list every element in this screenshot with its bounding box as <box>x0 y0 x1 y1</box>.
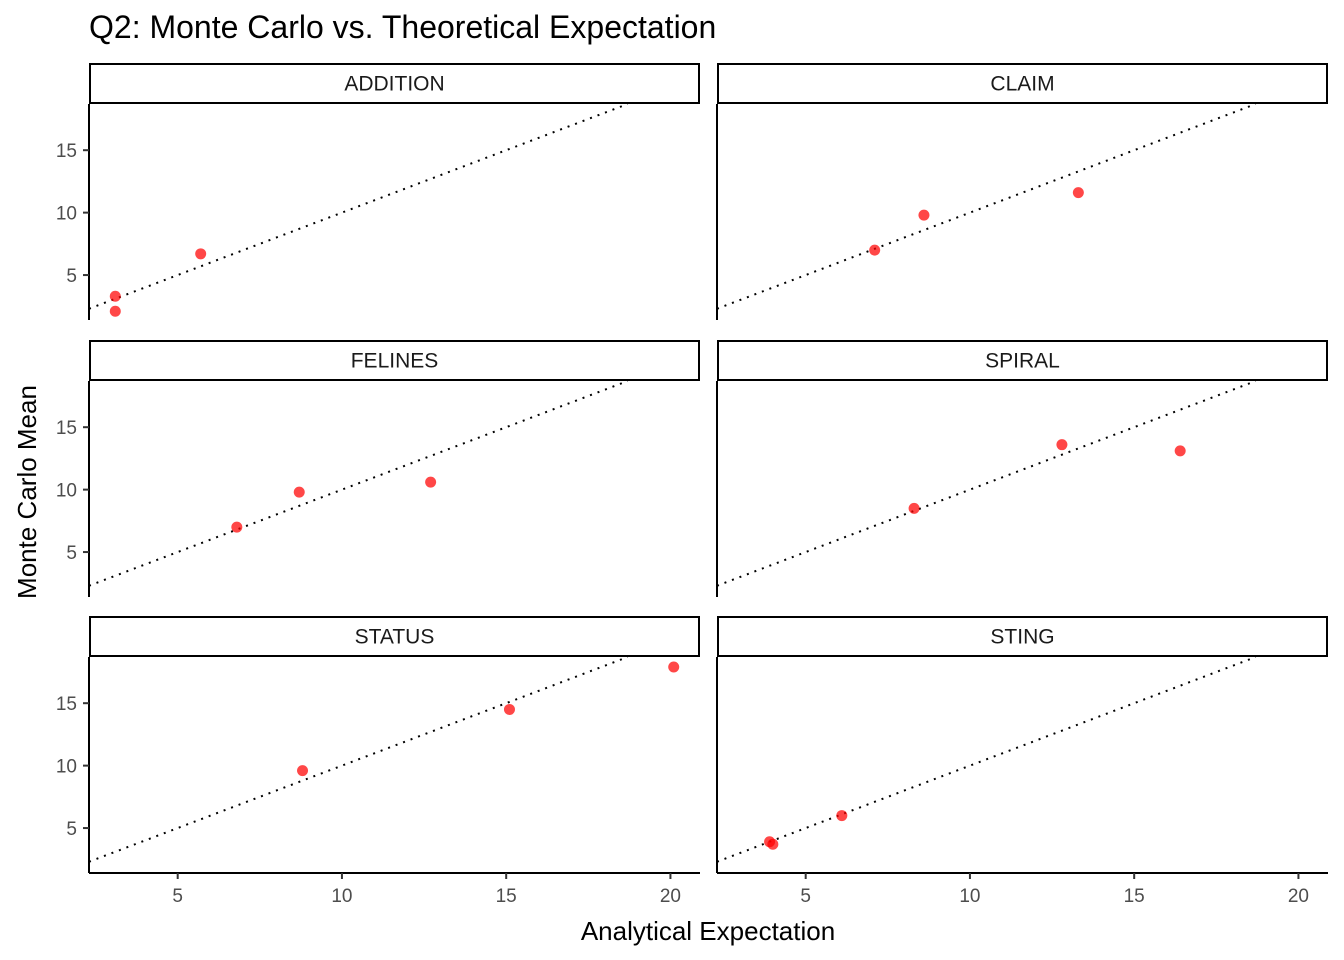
y-tick-label: 5 <box>66 819 77 840</box>
x-tick-label: 20 <box>660 886 681 907</box>
data-point <box>231 521 243 533</box>
y-tick-label: 10 <box>56 204 77 225</box>
x-tick-label: 5 <box>800 886 811 907</box>
data-point <box>297 765 309 777</box>
y-tick-label: 10 <box>56 481 77 502</box>
facet-strip <box>717 340 1328 381</box>
y-tick-label: 15 <box>56 141 77 162</box>
data-point <box>425 476 437 488</box>
facet-strip-label: SPIRAL <box>985 350 1060 373</box>
data-point <box>1072 187 1084 199</box>
facet-panel-sting: STING 5 10 15 20 <box>716 616 1328 907</box>
y-tick-label: 15 <box>56 418 77 439</box>
reference-line <box>89 381 629 587</box>
facet-strip <box>717 63 1328 104</box>
facet-strip <box>89 63 700 104</box>
facet-strip-label: STING <box>990 626 1054 649</box>
facet-strip-label: STATUS <box>355 626 435 649</box>
reference-line <box>89 104 629 310</box>
data-point <box>869 244 881 256</box>
x-tick-label: 10 <box>959 886 980 907</box>
facet-panel-claim: CLAIM <box>716 63 1328 320</box>
data-point <box>503 703 515 715</box>
facet-panels: ADDITION 5 10 15 CLAIM FELINES 5 10 15 SPIRAL STAT… <box>56 63 1328 907</box>
reference-line <box>89 657 629 863</box>
reference-line <box>717 381 1257 587</box>
facet-strip <box>89 616 700 657</box>
x-tick-label: 20 <box>1288 886 1309 907</box>
y-tick-label: 15 <box>56 694 77 715</box>
facet-strip-label: FELINES <box>351 350 439 373</box>
chart-title: Q2: Monte Carlo vs. Theoretical Expectat… <box>89 9 716 45</box>
facet-panel-felines: FELINES 5 10 15 <box>56 340 700 597</box>
facet-panel-spiral: SPIRAL <box>716 340 1328 597</box>
facet-strip-label: CLAIM <box>990 73 1054 96</box>
facet-strip-label: ADDITION <box>344 73 444 96</box>
y-tick-label: 5 <box>66 266 77 287</box>
data-point <box>109 290 121 302</box>
y-tick-label: 10 <box>56 757 77 778</box>
data-point <box>1174 445 1186 457</box>
reference-line <box>717 104 1257 310</box>
x-tick-label: 15 <box>1124 886 1145 907</box>
reference-line <box>717 657 1257 863</box>
data-point <box>293 486 305 498</box>
x-tick-label: 10 <box>331 886 352 907</box>
facet-panel-addition: ADDITION 5 10 15 <box>56 63 700 320</box>
data-point <box>836 810 848 822</box>
x-tick-label: 5 <box>172 886 183 907</box>
x-tick-label: 15 <box>496 886 517 907</box>
data-point <box>109 305 121 317</box>
data-point <box>195 248 207 260</box>
data-point <box>668 661 680 673</box>
facet-strip <box>717 616 1328 657</box>
x-axis-title: Analytical Expectation <box>581 916 835 946</box>
data-point <box>918 209 930 221</box>
data-point <box>1056 439 1068 451</box>
y-tick-label: 5 <box>66 543 77 564</box>
data-point <box>767 838 779 850</box>
y-axis-title: Monte Carlo Mean <box>12 385 42 599</box>
data-point <box>908 502 920 514</box>
facet-strip <box>89 340 700 381</box>
facet-panel-status: STATUS 5 10 15 5 10 15 20 <box>56 616 700 907</box>
